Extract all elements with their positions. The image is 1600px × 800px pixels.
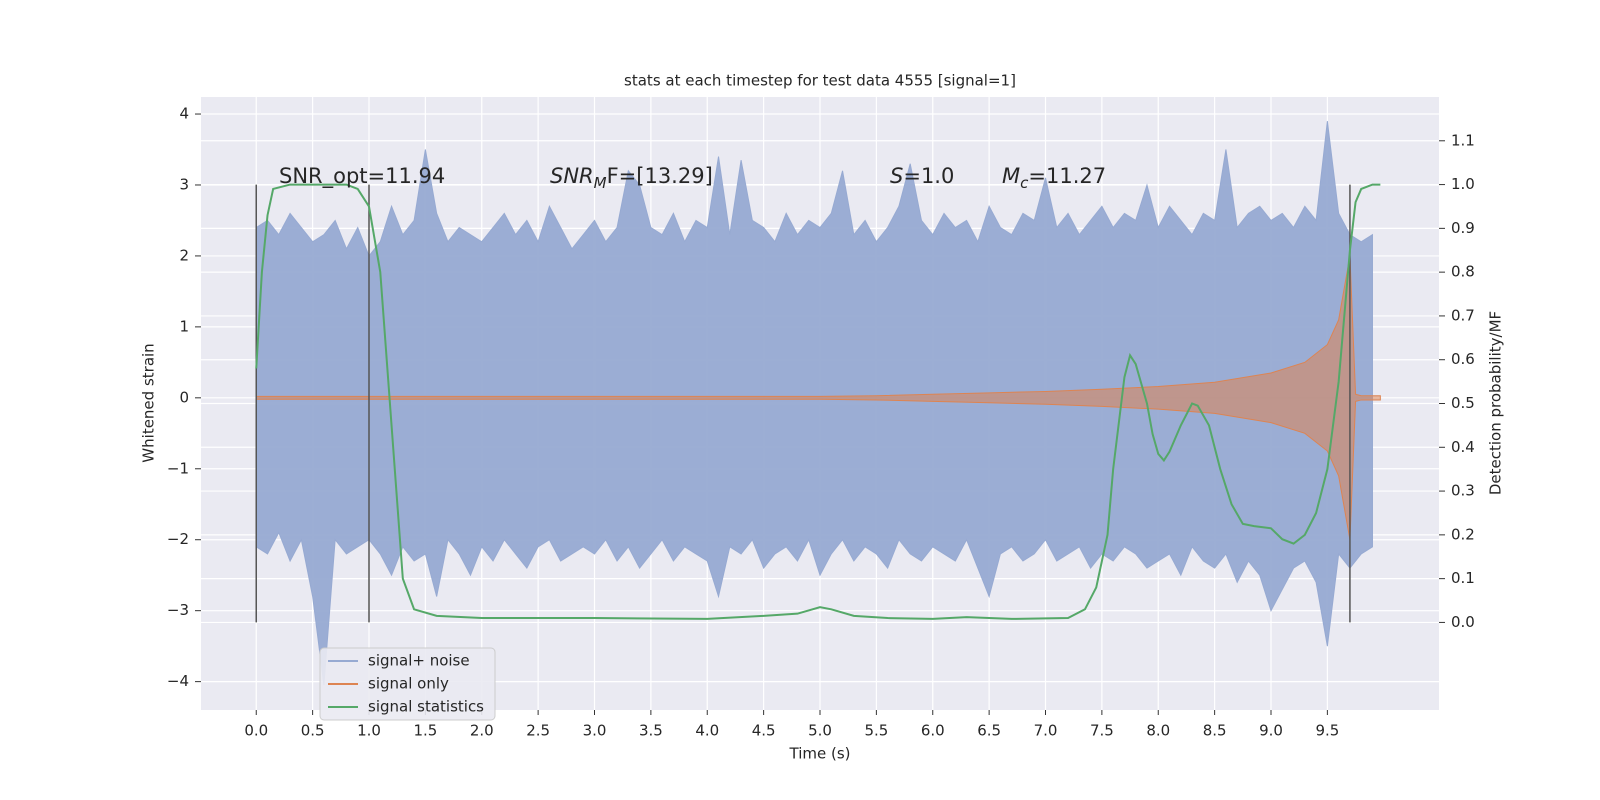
x-tick-label: 3.5 xyxy=(639,722,663,740)
annotation-base: SNR xyxy=(550,164,594,188)
y-tick-label: 1 xyxy=(179,317,189,335)
annotation: S=1.0 xyxy=(890,164,954,188)
legend-label: signal statistics xyxy=(368,698,484,716)
x-tick-label: 7.0 xyxy=(1034,722,1058,740)
x-tick-label: 8.5 xyxy=(1203,722,1227,740)
annotation: SNRMF=[13.29] xyxy=(550,164,713,192)
y-axis-label: Whitened strain xyxy=(140,343,158,462)
y-tick-label: −1 xyxy=(167,459,189,477)
annotation-sub: c xyxy=(1020,174,1029,192)
x-tick-label: 5.5 xyxy=(864,722,888,740)
legend-label: signal only xyxy=(368,675,449,693)
legend-box xyxy=(319,647,496,721)
annotation-text: SNR_opt=11.94 xyxy=(279,164,445,189)
x-tick-label: 5.0 xyxy=(808,722,832,740)
y-tick-label: −2 xyxy=(167,530,189,548)
x-tick-label: 6.0 xyxy=(921,722,945,740)
marks xyxy=(255,121,1381,686)
x-tick-label: 9.0 xyxy=(1259,722,1283,740)
y-tick-label: −3 xyxy=(167,601,189,619)
annotation-sub: M xyxy=(594,174,607,192)
y-tick-label: 2 xyxy=(179,246,189,264)
y2-tick-label: 0.3 xyxy=(1451,482,1475,500)
signal-band xyxy=(255,255,1381,540)
labels: 0.0 0.5 1.0 1.5 2.0 2.5 3.0 3.5 4.0 4.5 5.0 5.5 6.0 6… xyxy=(167,105,1475,740)
x-tick-label: 9.5 xyxy=(1315,722,1339,740)
y2-tick-label: 0.2 xyxy=(1451,525,1475,543)
annotation-tail: F=[13.29] xyxy=(607,164,713,188)
y2-tick-label: 0.4 xyxy=(1451,438,1475,456)
annotation-base: M xyxy=(1002,164,1020,188)
y2-tick-label: 0.0 xyxy=(1451,613,1475,631)
x-tick-label: 6.5 xyxy=(977,722,1001,740)
x-tick-label: 0.0 xyxy=(244,722,268,740)
x-tick-label: 4.5 xyxy=(752,722,776,740)
noise-high xyxy=(255,121,1373,399)
y2-tick-label: 0.7 xyxy=(1451,306,1475,324)
x-tick-label: 7.5 xyxy=(1090,722,1114,740)
annotation-base: S xyxy=(890,164,903,188)
annotation-tail: =11.27 xyxy=(1028,164,1106,188)
legend-label: signal+ noise xyxy=(368,652,470,670)
y2-tick-label: 0.6 xyxy=(1451,350,1475,368)
x-tick-label: 8.0 xyxy=(1146,722,1170,740)
y-tick-label: 0 xyxy=(179,388,189,406)
y-tick-label: −4 xyxy=(167,672,189,690)
y2-tick-label: 0.5 xyxy=(1451,394,1475,412)
annotation: SNR_opt=11.94 xyxy=(279,164,445,189)
y2-tick-label: 1.1 xyxy=(1451,131,1475,149)
x-axis-label: Time (s) xyxy=(789,745,851,763)
annotation: Mc=11.27 xyxy=(1002,164,1106,192)
legend: signal+ noise signal only signal statistic… xyxy=(319,647,496,721)
y2-tick-label: 0.8 xyxy=(1451,263,1475,281)
y2-tick-label: 0.9 xyxy=(1451,219,1475,237)
statistics-line xyxy=(255,183,1381,620)
x-tick-label: 2.5 xyxy=(526,722,550,740)
chart-title: stats at each timestep for test data 455… xyxy=(624,72,1016,90)
y2-axis-label: Detection probability/MF xyxy=(1487,311,1505,495)
x-tick-label: 3.0 xyxy=(583,722,607,740)
annotation-tail: =1.0 xyxy=(903,164,954,188)
y2-tick-label: 0.1 xyxy=(1451,569,1475,587)
x-tick-label: 0.5 xyxy=(301,722,325,740)
y2-tick-label: 1.0 xyxy=(1451,175,1475,193)
y-tick-label: 4 xyxy=(179,105,189,123)
x-tick-label: 2.0 xyxy=(470,722,494,740)
x-tick-label: 4.0 xyxy=(695,722,719,740)
x-tick-label: 1.5 xyxy=(413,722,437,740)
x-tick-label: 1.0 xyxy=(357,722,381,740)
noise-low xyxy=(255,397,1373,686)
y-tick-label: 3 xyxy=(179,175,189,193)
